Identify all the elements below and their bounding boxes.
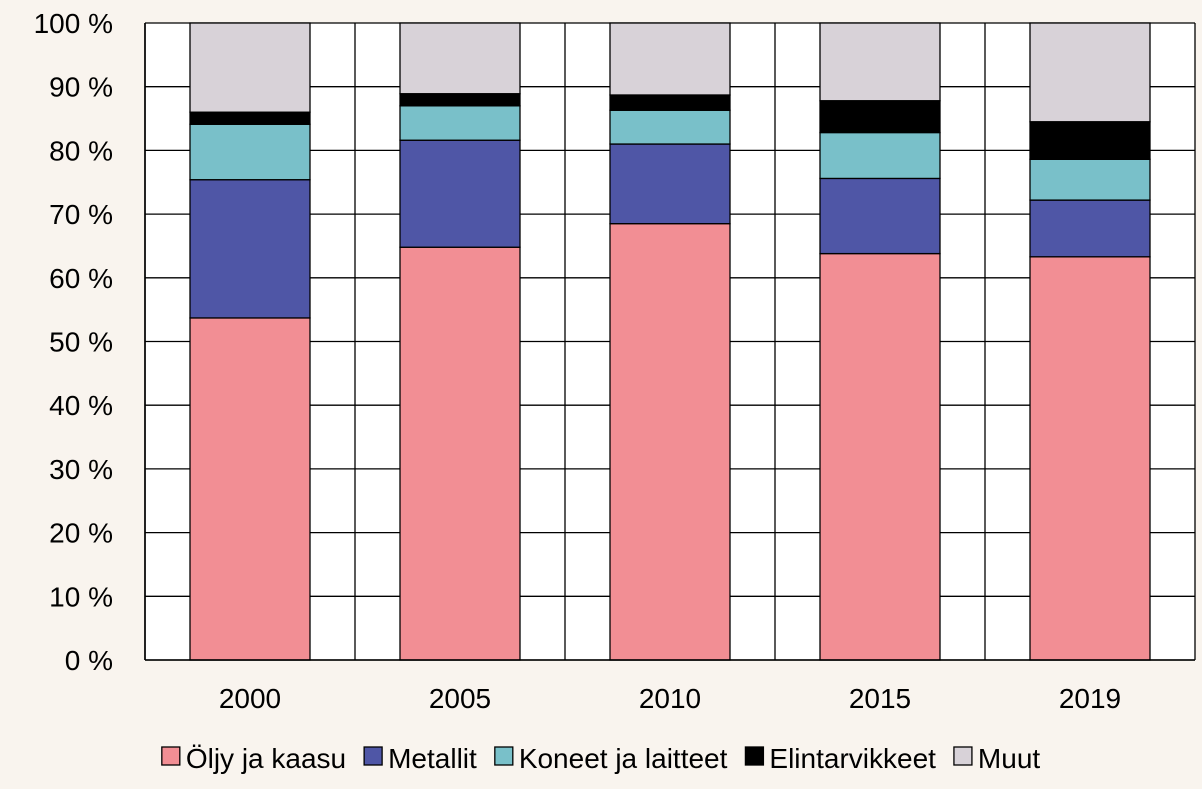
legend-swatch	[953, 746, 973, 766]
y-tick-label: 30 %	[49, 454, 113, 485]
bar-segment-3	[819, 100, 941, 134]
legend-label: Metallit	[388, 743, 477, 774]
bar-segment-1	[399, 139, 521, 248]
x-tick-label: 2000	[219, 683, 281, 714]
bar-segment-1	[819, 177, 941, 255]
y-tick-label: 0 %	[65, 645, 113, 676]
x-tick-label: 2019	[1059, 683, 1121, 714]
bar-stack-2010	[609, 22, 731, 661]
bar-segment-0	[189, 317, 311, 661]
bar-segment-0	[399, 246, 521, 661]
y-tick-label: 40 %	[49, 390, 113, 421]
bar-segment-3	[189, 111, 311, 125]
y-tick-label: 20 %	[49, 518, 113, 549]
bar-segment-2	[1029, 158, 1151, 201]
bar-segment-1	[189, 179, 311, 319]
bar-segment-2	[189, 123, 311, 181]
bar-segment-2	[609, 109, 731, 145]
legend-swatch	[494, 746, 514, 766]
legend-swatch	[363, 746, 383, 766]
y-tick-label: 50 %	[49, 327, 113, 358]
y-tick-label: 10 %	[49, 581, 113, 612]
legend-label: Muut	[978, 743, 1040, 774]
x-axis: 2000 2005 2010 2015 2019	[145, 659, 1195, 714]
bar-segment-4	[399, 22, 521, 95]
bar-segment-3	[399, 93, 521, 107]
legend: Öljy ja kaasu Metallit Koneet ja laitteet E…	[161, 743, 1040, 774]
legend-item: Öljy ja kaasu	[161, 743, 346, 774]
y-tick-label: 70 %	[49, 199, 113, 230]
bar-segment-3	[1029, 121, 1151, 160]
bars	[189, 22, 1151, 661]
x-tick-label: 2015	[849, 683, 911, 714]
y-tick-label: 60 %	[49, 263, 113, 294]
bar-segment-0	[1029, 256, 1151, 661]
bar-segment-4	[189, 22, 311, 113]
y-tick-label: 80 %	[49, 135, 113, 166]
legend-item: Metallit	[363, 743, 477, 774]
bar-segment-0	[609, 223, 731, 661]
legend-swatch	[744, 746, 765, 766]
x-tick-label: 2005	[429, 683, 491, 714]
bar-stack-2005	[399, 22, 521, 661]
y-tick-label: 100 %	[34, 8, 113, 39]
bar-stack-2015	[819, 22, 941, 661]
y-tick-label: 90 %	[49, 72, 113, 103]
legend-label: Öljy ja kaasu	[186, 743, 346, 774]
bar-stack-2019	[1029, 22, 1151, 661]
bar-segment-2	[399, 105, 521, 141]
bar-segment-1	[609, 143, 731, 225]
bar-segment-2	[819, 131, 941, 180]
legend-item: Koneet ja laitteet	[494, 743, 728, 774]
bar-segment-1	[1029, 199, 1151, 258]
bar-segment-4	[609, 22, 731, 96]
legend-swatch	[161, 746, 181, 766]
legend-item: Muut	[953, 743, 1040, 774]
x-tick-label: 2010	[639, 683, 701, 714]
bar-segment-0	[819, 252, 941, 661]
bar-segment-3	[609, 94, 731, 111]
bar-stack-2000	[189, 22, 311, 661]
y-axis: 0 % 10 % 20 % 30 % 40 % 50 % 60 % 70 % 80 % 90 % 1…	[34, 8, 146, 676]
bar-segment-4	[1029, 22, 1151, 123]
legend-label: Koneet ja laitteet	[519, 743, 728, 774]
bar-segment-4	[819, 22, 941, 102]
legend-item: Elintarvikkeet	[744, 743, 936, 774]
legend-label: Elintarvikkeet	[769, 743, 936, 774]
